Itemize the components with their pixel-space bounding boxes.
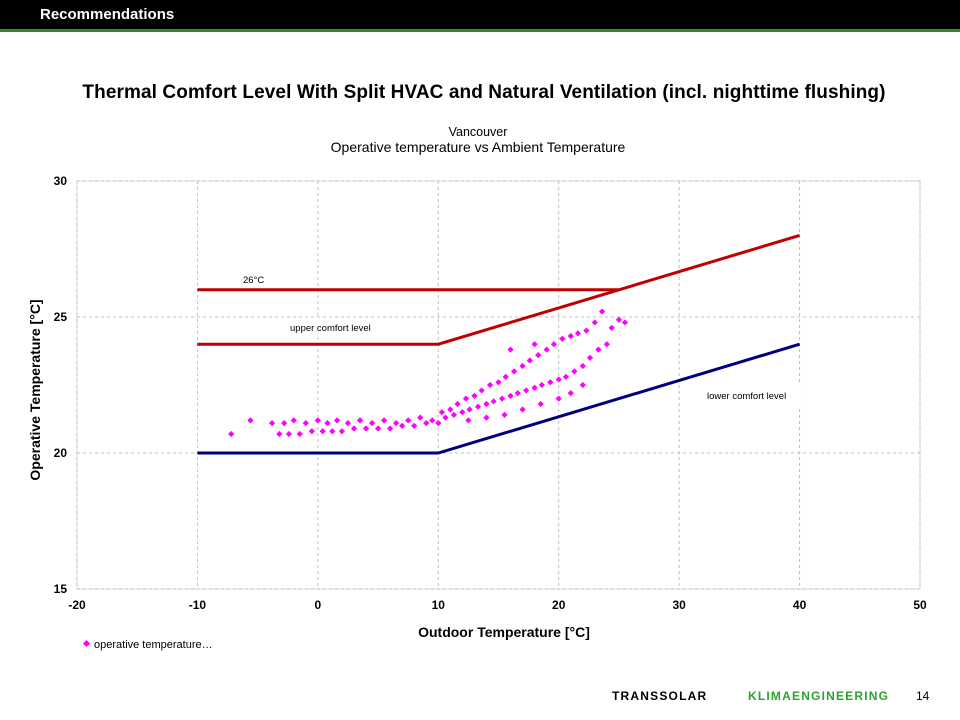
data-point — [281, 419, 288, 427]
data-point — [499, 395, 506, 402]
chart-subtitle: Operative temperature vs Ambient Tempera… — [331, 139, 626, 155]
legend-label: operative temperature… — [94, 639, 213, 651]
x-tick-label: 40 — [793, 598, 807, 612]
data-point — [526, 357, 533, 364]
data-point — [474, 403, 482, 410]
x-tick-label: 30 — [672, 598, 686, 612]
data-point — [356, 417, 364, 424]
data-point — [486, 381, 494, 389]
data-point — [411, 422, 418, 429]
data-point — [466, 406, 473, 413]
line-lower-comfort — [197, 342, 801, 455]
data-point — [495, 379, 502, 386]
data-point — [447, 406, 454, 413]
y-axis-label: Operative Temperature [°C] — [27, 299, 43, 480]
data-point — [308, 428, 315, 435]
data-point — [459, 409, 466, 416]
footer-brand-transsolar: TRANSSOLAR — [612, 689, 708, 703]
data-point — [438, 409, 446, 416]
data-point — [393, 419, 400, 427]
data-point — [502, 373, 509, 380]
data-point — [471, 392, 478, 399]
data-point — [435, 419, 442, 427]
x-tick-label: 10 — [432, 598, 446, 612]
data-point — [579, 362, 586, 370]
data-point — [483, 414, 490, 421]
data-point — [519, 362, 526, 370]
data-point — [387, 425, 394, 432]
data-point — [334, 417, 341, 424]
data-point — [344, 419, 352, 427]
x-tick-label: -20 — [68, 598, 86, 612]
data-point — [478, 387, 485, 394]
data-point — [454, 400, 461, 408]
data-point — [276, 430, 283, 438]
x-axis-label: Outdoor Temperature [°C] — [418, 624, 590, 640]
data-point — [380, 417, 388, 424]
page-number: 14 — [916, 689, 930, 703]
x-tick-label: 20 — [552, 598, 566, 612]
data-point — [450, 411, 458, 419]
annotation-bg-lower — [702, 384, 800, 408]
annotation-upper-comfort: upper comfort level — [290, 323, 371, 334]
data-point — [429, 417, 436, 424]
data-point — [319, 428, 326, 435]
data-point — [268, 419, 276, 427]
data-point — [465, 417, 472, 424]
data-point — [368, 419, 376, 427]
data-point — [462, 395, 470, 402]
data-point — [374, 425, 382, 432]
line-upper-comfort — [197, 233, 801, 346]
x-tick-label: 50 — [913, 598, 927, 612]
x-tick-label: -10 — [189, 598, 207, 612]
reference-lines — [197, 233, 801, 455]
x-tick-label: 0 — [315, 598, 322, 612]
y-tick-label: 15 — [54, 582, 68, 596]
data-point — [586, 354, 594, 361]
section-title: Recommendations — [40, 6, 175, 23]
tick-labels: -20 -10 0 10 20 30 40 50 15 20 25 30 — [54, 174, 927, 612]
data-point — [350, 425, 358, 432]
data-point — [423, 419, 430, 427]
top-bar-accent-line — [0, 29, 960, 32]
data-point — [362, 425, 370, 432]
data-point — [329, 428, 336, 435]
legend-marker — [82, 639, 91, 648]
data-point — [417, 414, 424, 421]
footer-brand-klimaengineering: KLIMAENGINEERING — [748, 689, 890, 703]
y-tick-label: 25 — [54, 310, 68, 324]
data-point — [562, 373, 570, 380]
data-point — [314, 417, 321, 424]
data-point — [324, 419, 331, 427]
y-tick-label: 30 — [54, 174, 68, 188]
top-bar — [0, 0, 960, 29]
data-point — [501, 411, 508, 419]
data-point — [507, 392, 514, 399]
slide-title: Thermal Comfort Level With Split HVAC an… — [82, 82, 886, 103]
data-point — [535, 351, 542, 359]
data-point — [442, 414, 449, 421]
data-point — [483, 400, 490, 408]
data-point — [507, 346, 514, 353]
annotation-bg-upper — [285, 318, 397, 336]
data-point — [338, 428, 346, 435]
y-tick-label: 20 — [54, 446, 68, 460]
data-point — [399, 422, 406, 429]
data-point — [296, 430, 303, 438]
chart-title: Vancouver — [449, 125, 508, 139]
data-point — [405, 417, 412, 424]
data-point — [302, 419, 309, 427]
data-point — [285, 430, 293, 438]
annotation-lower-comfort: lower comfort level — [707, 391, 786, 402]
annotation-26c: 26°C — [243, 275, 264, 286]
data-point — [490, 398, 497, 405]
data-point — [571, 368, 578, 375]
data-point — [290, 417, 297, 424]
